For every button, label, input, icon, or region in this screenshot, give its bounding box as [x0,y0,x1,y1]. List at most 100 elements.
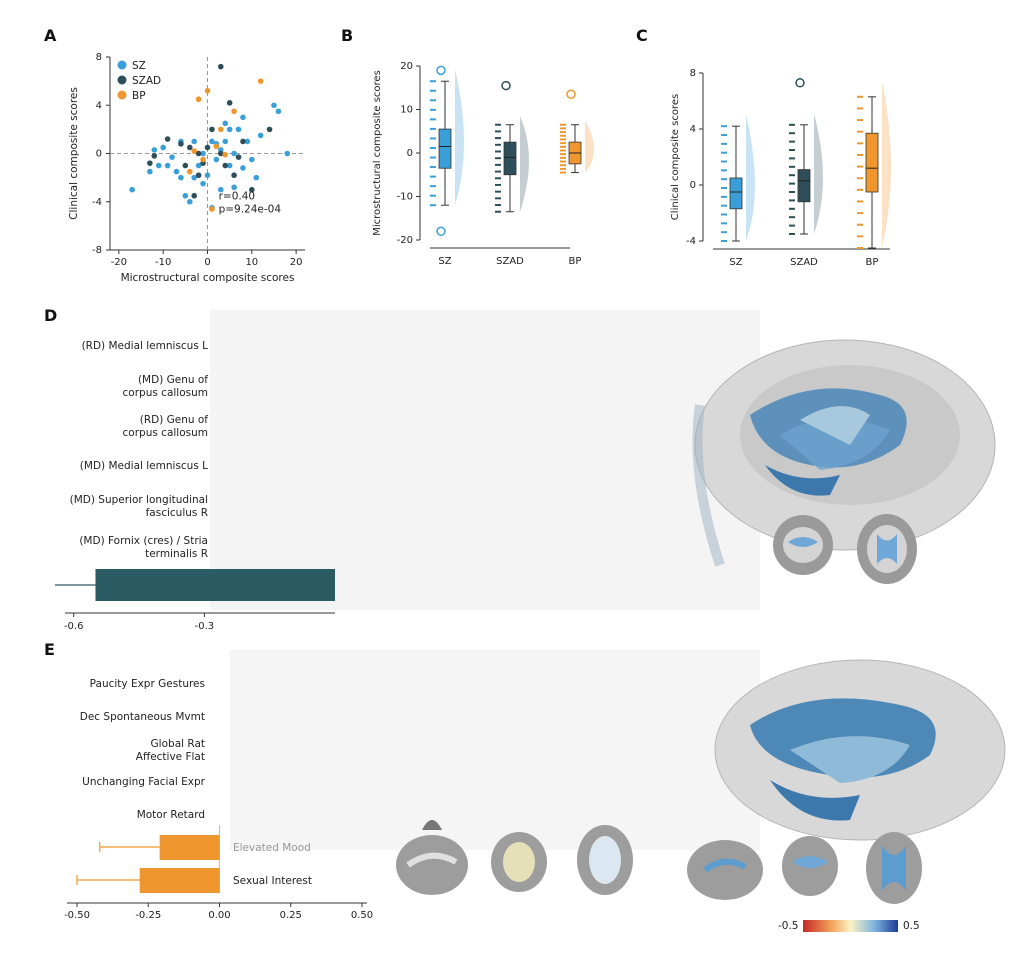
box-szad [503,141,517,176]
panel-d-category-label: (MD) Medial lemniscus L [79,460,208,472]
scatter-point-sz [222,138,229,145]
scatter-point-sz [240,114,246,121]
violin-sz [746,114,755,241]
box-szad [797,169,811,203]
scatter-point-sz [195,162,202,169]
scatter-point-sz [191,138,198,145]
x-tick-label-sz: SZ [438,256,451,267]
y-tick-label: -4 [92,197,102,208]
scatter-point-sz [217,186,224,193]
legend-label-sz: SZ [132,60,146,72]
scatter-point-sz [173,168,180,175]
scatter-point-sz [231,184,237,191]
scatter-point-szad [186,144,193,151]
scatter-point-sz [249,156,255,163]
violin-szad [520,116,529,212]
panel-d-category-label: (RD) Medial lemniscus L [81,340,208,352]
y-tick-label: -20 [397,235,413,246]
scatter-point-sz [200,180,206,187]
scatter-point-szad [182,162,189,169]
scatter-point-sz [151,147,158,153]
scatter-point-sz [253,174,260,181]
outlier-szad [795,78,805,88]
scatter-point-szad [226,100,233,106]
panel-a-scatter: -20 -10 0 10 20 8 4 0 -4 -8 Microstructural compos… [68,52,305,284]
scatter-point-szad [191,192,198,199]
scatter-point-szad [240,138,246,145]
y-tick-label: 0 [407,148,413,159]
x-tick-label-sz: SZ [729,257,742,268]
panel-letter-d: D [44,306,58,325]
brain-3d-render-e [714,659,1006,841]
scatter-point-szad [266,126,273,133]
scatter-point-sz [169,154,175,160]
violin-sz [455,68,464,206]
panel-e-category-label: Global Rat Affective Flat [135,738,205,763]
scatter-point-sz [204,172,211,179]
panel-letter-b: B [341,26,354,45]
scatter-point-sz [240,165,246,171]
panel-d-overlay [210,310,760,610]
stat-r: r=0.40 [219,190,256,202]
brain-sagittal-slice-e2 [687,840,763,900]
scatter-point-sz [186,198,193,205]
scatter-point-sz [147,168,153,175]
brain-sagittal-slice-e1 [396,820,468,895]
scatter-point-szad [195,150,202,157]
panel-e-right-label: Elevated Mood [233,842,311,854]
scatter-point-sz [284,150,291,157]
violin-szad [814,113,823,234]
outlier-bp [566,89,576,100]
panel-e-bar-axis: -0.50 -0.25 0.00 0.25 0.50 [64,825,373,921]
y-tick-label: 4 [690,124,696,135]
colorbar-min-label: -0.5 [778,920,799,932]
brain-coronal-slice-e1 [491,832,547,892]
panel-d-bar-axis: -0.6 -0.3 [55,569,335,632]
y-tick-label: 0 [96,149,102,160]
x-tick-label: 20 [290,257,303,268]
stat-p: p=9.24e-04 [219,203,282,215]
outlier-szad [501,80,511,91]
brain-axial-slice-d [857,514,917,584]
scatter-point-szad [147,160,153,166]
y-tick-label: 8 [690,68,696,79]
x-tick-label: 0.00 [208,910,230,921]
panel-e-category-label: Paucity Expr Gestures [89,678,205,690]
x-tick-label: 0.25 [280,910,302,921]
scatter-point-sz [226,126,233,133]
scatter-point-szad [195,172,202,179]
scatter-point-sz [222,120,229,127]
bar-fornix-stria-terminalis [95,569,335,601]
y-axis-label: Microstructural composite scores [372,70,383,236]
y-tick-label: 10 [400,105,413,116]
panel-e-category-label: Motor Retard [136,809,205,821]
legend-label-szad: SZAD [132,75,161,87]
bar-elevated-mood [159,835,220,860]
scatter-point-szad [151,153,158,159]
panel-d-category-label: (MD) Genu of corpus callosum [122,374,208,399]
scatter-point-sz [213,156,220,163]
panel-d-category-label: (MD) Fornix (cres) / Stria terminalis R [79,535,208,560]
scatter-point-szad [217,150,224,157]
scatter-point-sz [164,162,171,169]
brain-axial-slice-e1 [577,825,633,895]
x-tick-label: -0.3 [195,621,215,632]
scatter-point-szad [222,162,229,169]
panel-e-category-label: Dec Spontaneous Mvmt [79,711,205,723]
bar-sexual-interest [139,868,220,893]
scatter-point-bp [209,206,215,212]
scatter-point-sz [226,162,233,169]
x-tick-label: 0 [204,257,210,268]
scatter-point-szad [249,186,255,193]
box-sz [438,128,452,169]
scatter-point-szad [217,63,224,70]
panel-e-overlay [230,650,760,850]
scatter-point-sz [200,150,206,157]
scatter-point-szad [235,154,242,160]
scatter-point-bp [186,168,193,175]
scatter-point-sz [275,108,282,115]
brain-3d-render-d [692,339,996,567]
scatter-point-sz [244,138,251,145]
panel-d-category-label: (MD) Superior longitudinal fasciculus R [69,494,208,519]
violin-bp [882,81,891,249]
